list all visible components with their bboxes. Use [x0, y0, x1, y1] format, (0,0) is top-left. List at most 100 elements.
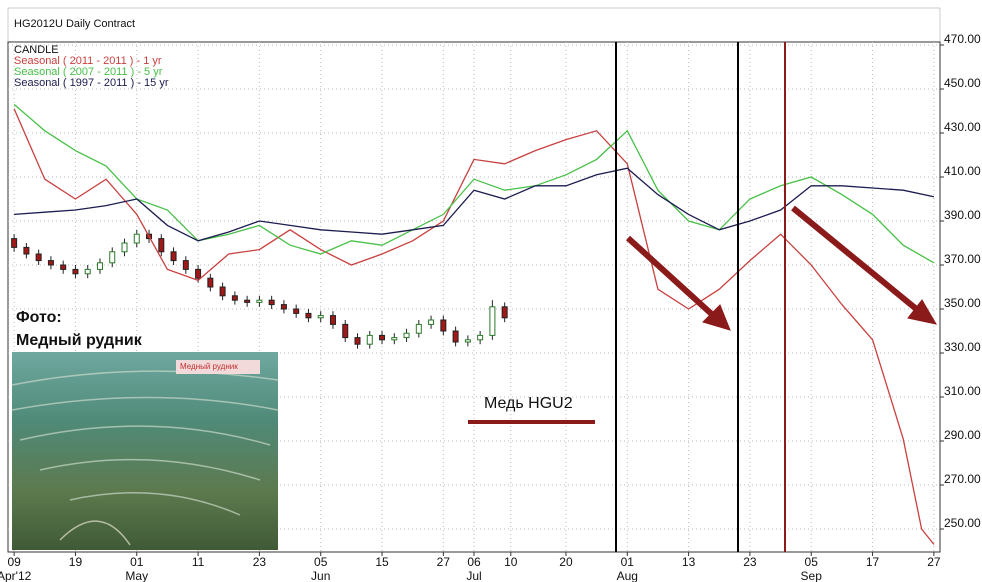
candle-body	[60, 264, 67, 270]
candle-body	[195, 268, 202, 279]
candle-body	[415, 323, 422, 334]
annotation: Медь HGU2	[484, 395, 573, 412]
candle-body	[489, 306, 496, 336]
x-tick-label: 23	[743, 555, 757, 569]
candle-body	[317, 315, 324, 319]
x-tick-label: 27	[927, 555, 941, 569]
arrow-head	[907, 299, 938, 325]
candle-body	[452, 330, 459, 343]
x-tick-label: 27	[437, 555, 451, 569]
photo	[11, 352, 279, 550]
y-tick-label: 370.00	[944, 252, 981, 266]
candle-body	[501, 306, 508, 319]
y-tick-label: 250.00	[944, 516, 981, 530]
candle-body	[354, 337, 361, 345]
candle-body	[477, 334, 484, 341]
candle-body	[109, 251, 116, 264]
terrace	[11, 396, 279, 411]
x-tick-label: 01	[130, 555, 144, 569]
x-tick-label: 20	[559, 555, 573, 569]
x-tick-label: 11	[192, 555, 205, 569]
y-tick-label: 290.00	[944, 428, 981, 442]
legend-entry: CANDLE	[14, 44, 59, 56]
candle-body	[207, 277, 214, 288]
month-label: Jun	[311, 569, 330, 582]
x-tick-label: 23	[253, 555, 267, 569]
candle-body	[366, 334, 373, 345]
candle-body	[11, 238, 18, 248]
y-tick-label: 350.00	[944, 296, 981, 310]
candle-body	[268, 299, 275, 306]
legend-entry: Seasonal ( 2011 - 2011 ) - 1 yr	[14, 55, 162, 67]
annotation: Медный рудник	[16, 332, 143, 349]
y-tick-label: 430.00	[944, 120, 981, 134]
candle-body	[84, 268, 91, 275]
terrace	[39, 458, 261, 481]
x-tick-label: 05	[805, 555, 819, 569]
x-tick-label: 10	[504, 555, 518, 569]
candle-body	[403, 332, 410, 339]
x-tick-label: 05	[314, 555, 328, 569]
candle-body	[329, 315, 336, 325]
x-tick-label: 09	[7, 555, 21, 569]
candle-body	[219, 286, 226, 297]
candle-body	[244, 299, 251, 303]
x-tick-label: 15	[375, 555, 389, 569]
x-tick-label: 13	[682, 555, 696, 569]
arrow	[625, 235, 719, 321]
series-line	[13, 103, 935, 264]
arrow	[791, 205, 922, 315]
candle-body	[121, 242, 128, 253]
candle-body	[170, 251, 177, 262]
legend-entry: Seasonal ( 2007 - 2011 ) - 5 yr	[14, 66, 163, 78]
month-label: Apr'12	[0, 569, 32, 582]
candle-body	[293, 308, 300, 314]
photo-image	[12, 352, 278, 550]
month-label: Sep	[801, 569, 823, 582]
series-line	[14, 167, 935, 242]
candle-body	[96, 262, 103, 270]
candle-body	[440, 319, 447, 332]
candle-body	[182, 260, 189, 270]
month-label: May	[125, 569, 148, 582]
terrace	[11, 370, 279, 386]
terrace	[19, 425, 271, 446]
chart-title: HG2012U Daily Contract	[14, 18, 135, 30]
arrows	[625, 205, 938, 331]
candle-body	[72, 268, 79, 275]
title-frame	[7, 7, 941, 43]
annotation: Фото:	[16, 309, 62, 326]
x-tick-label: 17	[866, 555, 880, 569]
candle-body	[23, 246, 30, 255]
candle-body	[379, 334, 386, 341]
arrow-head	[702, 304, 731, 331]
candle-body	[391, 337, 398, 341]
candle-body	[305, 312, 312, 319]
series-line	[13, 108, 935, 545]
candle-body	[133, 233, 140, 244]
candle-body	[428, 319, 435, 325]
candle-body	[256, 299, 263, 303]
y-tick-label: 450.00	[944, 76, 981, 90]
y-tick-label: 330.00	[944, 340, 981, 354]
y-tick-label: 390.00	[944, 208, 981, 222]
candle-body	[35, 253, 42, 262]
candle-body	[342, 323, 349, 339]
month-label: Aug	[617, 569, 638, 582]
y-tick-label: 310.00	[944, 384, 981, 398]
y-tick-label: 270.00	[944, 472, 981, 486]
candle-body	[47, 260, 54, 266]
candle-body	[464, 339, 471, 343]
candle-body	[280, 304, 287, 310]
photo-label-box	[176, 360, 260, 374]
month-label: Jul	[466, 569, 481, 582]
candle-body	[158, 238, 165, 253]
y-tick-label: 470.00	[944, 32, 981, 46]
annotation: Медный рудник	[180, 362, 238, 371]
x-tick-label: 01	[621, 555, 635, 569]
x-tick-label: 06	[467, 555, 481, 569]
candle-body	[231, 295, 238, 301]
y-tick-label: 410.00	[944, 164, 981, 178]
terrace	[69, 491, 241, 516]
marks	[11, 103, 935, 545]
